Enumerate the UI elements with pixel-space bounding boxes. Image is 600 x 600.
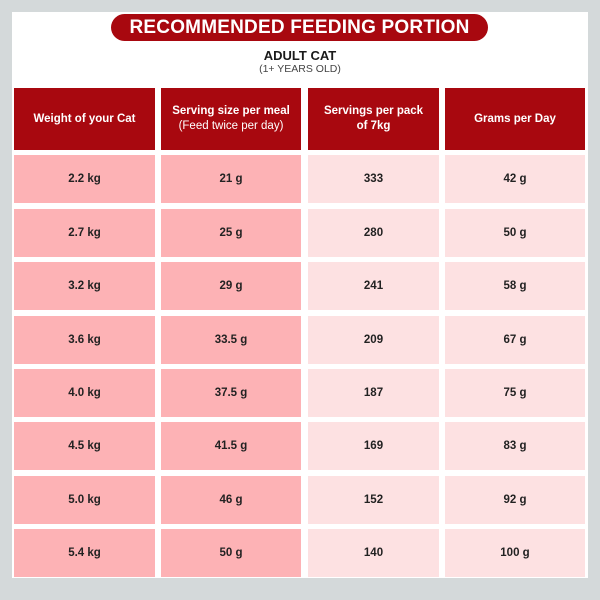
cell-serving-size: 29 g: [161, 262, 301, 310]
cell-serving-size: 46 g: [161, 476, 301, 524]
cell-serving-size: 37.5 g: [161, 369, 301, 417]
cell-weight: 2.7 kg: [14, 209, 155, 257]
header-servings-per-pack-label: Servings per pack of 7kg: [323, 105, 424, 132]
header-serving-size: Serving size per meal (Feed twice per da…: [161, 88, 301, 150]
header-serving-size-label: Serving size per meal: [172, 105, 290, 117]
cell-weight: 2.2 kg: [14, 155, 155, 203]
feeding-chart-panel: RECOMMENDED FEEDING PORTION ADULT CAT (1…: [12, 12, 588, 578]
cell-grams-per-day: 50 g: [445, 209, 585, 257]
cell-servings-per-pack: 152: [308, 476, 439, 524]
cell-weight: 3.6 kg: [14, 316, 155, 364]
cell-grams-per-day: 42 g: [445, 155, 585, 203]
cell-grams-per-day: 58 g: [445, 262, 585, 310]
cell-servings-per-pack: 333: [308, 155, 439, 203]
cell-serving-size: 50 g: [161, 529, 301, 577]
cell-weight: 5.0 kg: [14, 476, 155, 524]
cell-weight: 3.2 kg: [14, 262, 155, 310]
cell-servings-per-pack: 241: [308, 262, 439, 310]
header-grams-per-day-label: Grams per Day: [474, 112, 556, 125]
header-weight: Weight of your Cat: [14, 88, 155, 150]
header-serving-size-note: (Feed twice per day): [178, 120, 284, 132]
cell-serving-size: 25 g: [161, 209, 301, 257]
cell-grams-per-day: 100 g: [445, 529, 585, 577]
cell-serving-size: 41.5 g: [161, 422, 301, 470]
cell-weight: 4.0 kg: [14, 369, 155, 417]
cell-serving-size: 21 g: [161, 155, 301, 203]
cell-grams-per-day: 83 g: [445, 422, 585, 470]
cell-serving-size: 33.5 g: [161, 316, 301, 364]
cell-servings-per-pack: 209: [308, 316, 439, 364]
header-weight-label: Weight of your Cat: [33, 112, 136, 125]
header-grams-per-day: Grams per Day: [445, 88, 585, 150]
cell-grams-per-day: 92 g: [445, 476, 585, 524]
cell-servings-per-pack: 140: [308, 529, 439, 577]
cell-weight: 5.4 kg: [14, 529, 155, 577]
cell-grams-per-day: 75 g: [445, 369, 585, 417]
cell-weight: 4.5 kg: [14, 422, 155, 470]
subtitle-age-note: (1+ YEARS OLD): [259, 63, 341, 75]
cell-servings-per-pack: 169: [308, 422, 439, 470]
subtitle-adult-cat: ADULT CAT: [263, 48, 337, 63]
header-servings-per-pack: Servings per pack of 7kg: [308, 88, 439, 150]
cell-servings-per-pack: 187: [308, 369, 439, 417]
cell-grams-per-day: 67 g: [445, 316, 585, 364]
page-title: RECOMMENDED FEEDING PORTION: [111, 14, 488, 41]
cell-servings-per-pack: 280: [308, 209, 439, 257]
